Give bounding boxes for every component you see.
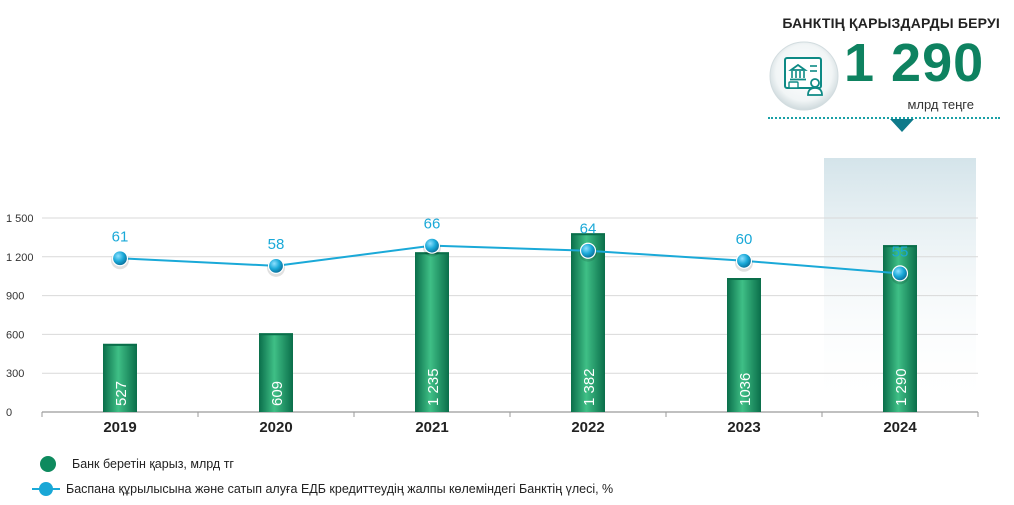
bar-2019 <box>103 343 137 412</box>
kpi-value: 1 290 <box>844 33 985 93</box>
line-value-label: 60 <box>736 231 753 248</box>
y-tick-label: 0 <box>6 407 12 419</box>
line-marker-2020 <box>267 257 285 274</box>
bar-value-label: 1 382 <box>581 368 598 406</box>
bar-top-edge <box>103 343 137 346</box>
x-tick-label: 2020 <box>259 419 292 436</box>
x-tick-label: 2021 <box>415 419 448 436</box>
y-tick-label: 1 500 <box>6 213 34 225</box>
line-marker-2022 <box>579 242 597 259</box>
bank-document-icon <box>768 40 840 112</box>
line-value-label: 55 <box>892 243 909 260</box>
line-marker-2023 <box>735 252 753 269</box>
bar-2022 <box>571 233 605 412</box>
bar-2023 <box>727 278 761 412</box>
y-tick-label: 300 <box>6 368 24 380</box>
bar-top-edge <box>571 233 605 236</box>
bar-line-chart: 0 300 600 900 1 200 1 500 527 2019 609 2020 1 235… <box>6 158 979 436</box>
line-marker-2024 <box>891 265 909 282</box>
line-marker-2019 <box>111 250 129 267</box>
bar-top-edge <box>259 333 293 336</box>
bar-value-label: 1036 <box>737 373 754 406</box>
bar-top-edge <box>883 245 917 248</box>
kpi-title: БАНКТІҢ ҚАРЫЗДАРДЫ БЕРУІ <box>782 15 1000 31</box>
x-tick-label: 2024 <box>883 419 917 436</box>
line-value-label: 66 <box>424 216 441 233</box>
bar-value-label: 527 <box>113 381 130 406</box>
kpi-unit: млрд теңге <box>907 97 974 112</box>
share-line <box>119 244 901 275</box>
bar-value-label: 1 235 <box>425 368 442 406</box>
bar-top-edge <box>727 278 761 281</box>
legend-label-line: Баспана құрылысына және сатып алуға ЕДБ … <box>66 482 614 496</box>
y-tick-label: 1 200 <box>6 252 34 264</box>
x-tick-label: 2019 <box>103 419 136 436</box>
line-value-label: 64 <box>580 221 597 238</box>
line-value-label: 58 <box>268 236 285 253</box>
bar-value-label: 1 290 <box>893 368 910 406</box>
kpi-dotted-divider <box>768 117 1000 119</box>
y-tick-label: 900 <box>6 291 24 303</box>
line-marker-2021 <box>423 237 441 254</box>
legend-item-bars: Банк беретін қарыз, млрд тг <box>38 455 234 473</box>
kpi-pointer-icon <box>890 119 914 132</box>
y-tick-label: 600 <box>6 329 24 341</box>
legend-line-marker-icon <box>32 481 60 497</box>
line-value-label: 61 <box>112 228 129 245</box>
kpi-block: БАНКТІҢ ҚАРЫЗДАРДЫ БЕРУІ 1 <box>760 0 1014 140</box>
bar-2020 <box>259 333 293 412</box>
legend-item-line: Баспана құрылысына және сатып алуға ЕДБ … <box>32 480 614 498</box>
bar-2021 <box>415 252 449 412</box>
x-tick-label: 2022 <box>571 419 604 436</box>
bar-value-label: 609 <box>269 381 286 406</box>
legend-dot-icon <box>40 456 56 472</box>
legend-label-bars: Банк беретін қарыз, млрд тг <box>72 457 234 471</box>
x-tick-label: 2023 <box>727 419 760 436</box>
